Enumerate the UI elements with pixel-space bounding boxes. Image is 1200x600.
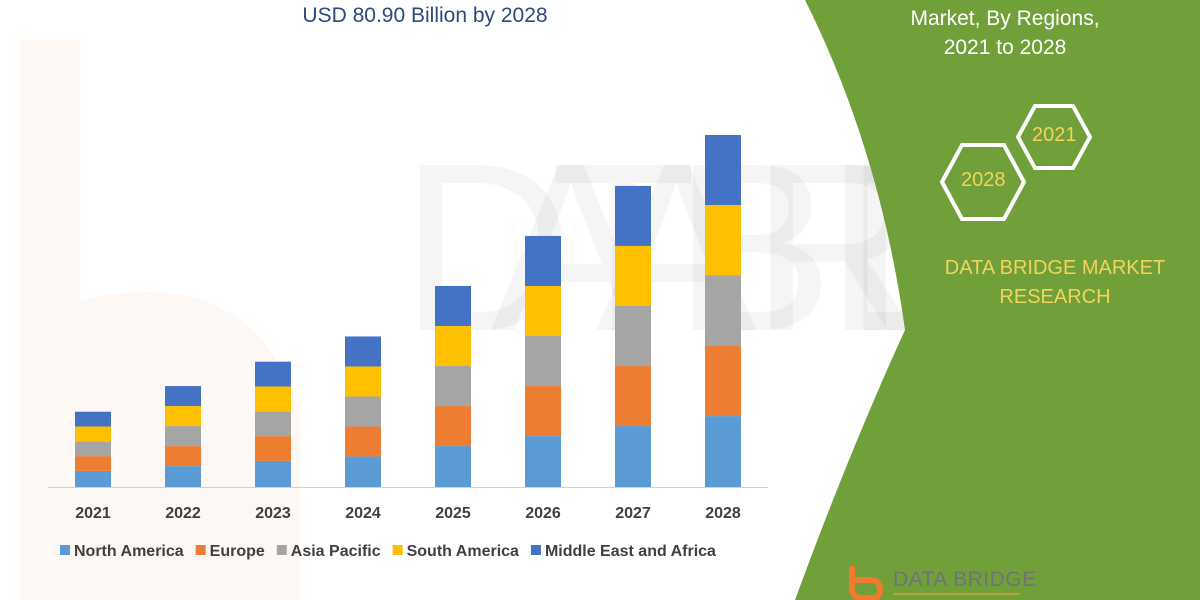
bar-2027-middle-east-and-africa — [615, 185, 651, 246]
logo-icon — [849, 566, 884, 600]
bar-2025-asia-pacific — [435, 366, 471, 407]
bar-2025-middle-east-and-africa — [435, 285, 471, 327]
bar-2025-north-america — [435, 446, 471, 487]
bar-2023-north-america — [255, 460, 291, 487]
x-tick-label: 2028 — [705, 505, 741, 522]
bar-2026-north-america — [525, 436, 561, 487]
bar-2021-north-america — [75, 470, 111, 487]
bar-2024-north-america — [345, 456, 381, 487]
bar-2021-south-america — [75, 426, 111, 442]
brand-line: DATA BRIDGE MARKET — [944, 257, 1166, 279]
x-tick-label: 2026 — [525, 505, 561, 522]
side-title-line: 2021 to 2028 — [943, 36, 1067, 59]
bar-2023-europe — [255, 436, 291, 461]
legend-label: Middle East and Africa — [545, 543, 716, 560]
chart-title: USD 80.90 Billion by 2028 — [302, 4, 548, 27]
legend-swatch — [276, 545, 287, 555]
bar-2024-europe — [345, 426, 381, 457]
bar-2028-asia-pacific — [705, 275, 741, 347]
bar-2027-south-america — [615, 245, 651, 306]
bar-2021-middle-east-and-africa — [75, 411, 111, 427]
x-tick-label: 2025 — [435, 505, 471, 522]
bar-2022-europe — [165, 446, 201, 467]
x-tick-label: 2021 — [75, 505, 111, 522]
bar-2028-middle-east-and-africa — [705, 135, 741, 206]
bar-2021-europe — [75, 456, 111, 471]
bar-2028-north-america — [705, 416, 741, 487]
bar-2028-europe — [705, 346, 741, 417]
bar-2025-south-america — [435, 326, 471, 367]
x-tick-label: 2023 — [255, 505, 291, 522]
bar-2025-europe — [435, 406, 471, 447]
bar-2023-south-america — [255, 386, 291, 412]
bar-2023-middle-east-and-africa — [255, 361, 291, 387]
bar-2027-asia-pacific — [615, 305, 651, 367]
bar-2022-south-america — [165, 406, 201, 427]
legend-swatch — [195, 545, 206, 555]
bar-2024-middle-east-and-africa — [345, 336, 381, 367]
legend-label: Europe — [210, 543, 265, 560]
green-panel — [795, 0, 1200, 600]
bar-2024-south-america — [345, 366, 381, 397]
bar-2022-asia-pacific — [165, 426, 201, 447]
stacked-bar-chart: 2021 2022 2023 2024 2025 2026 2027 2028 North Am… — [48, 135, 768, 560]
brand-text: DATA BRIDGE MARKET RESEARCH — [920, 254, 1190, 312]
bar-2026-middle-east-and-africa — [525, 235, 561, 286]
bar-2022-north-america — [165, 466, 201, 487]
logo-text: DATA BRIDGE — [893, 568, 1037, 591]
bar-2026-asia-pacific — [525, 336, 561, 387]
bar-2028-south-america — [705, 205, 741, 276]
bar-2021-asia-pacific — [75, 441, 111, 457]
bar-2027-europe — [615, 366, 651, 427]
hexagon-2021 — [1015, 104, 1093, 170]
hexagon-2028 — [939, 143, 1027, 221]
legend-swatch — [530, 545, 541, 555]
bar-2022-middle-east-and-africa — [165, 386, 201, 407]
bar-2024-asia-pacific — [345, 396, 381, 427]
legend-swatch — [392, 545, 403, 555]
x-tick-label: 2024 — [345, 505, 381, 522]
legend-label: South America — [407, 543, 519, 560]
x-tick-label: 2022 — [165, 505, 201, 522]
hex-label-2021: 2021 — [1032, 124, 1077, 146]
bar-2026-europe — [525, 386, 561, 437]
side-title-line: Market, By Regions, — [910, 7, 1100, 30]
side-title: Market, By Regions, 2021 to 2028 — [880, 4, 1130, 62]
legend-label: Asia Pacific — [291, 543, 381, 560]
legend-label: North America — [74, 543, 184, 560]
bar-2027-north-america — [615, 426, 651, 487]
bar-2026-south-america — [525, 285, 561, 337]
brand-line: RESEARCH — [999, 286, 1111, 308]
x-tick-label: 2027 — [615, 505, 651, 522]
legend-swatch — [60, 545, 70, 555]
bar-2023-asia-pacific — [255, 411, 291, 437]
hex-label-2028: 2028 — [961, 169, 1006, 191]
